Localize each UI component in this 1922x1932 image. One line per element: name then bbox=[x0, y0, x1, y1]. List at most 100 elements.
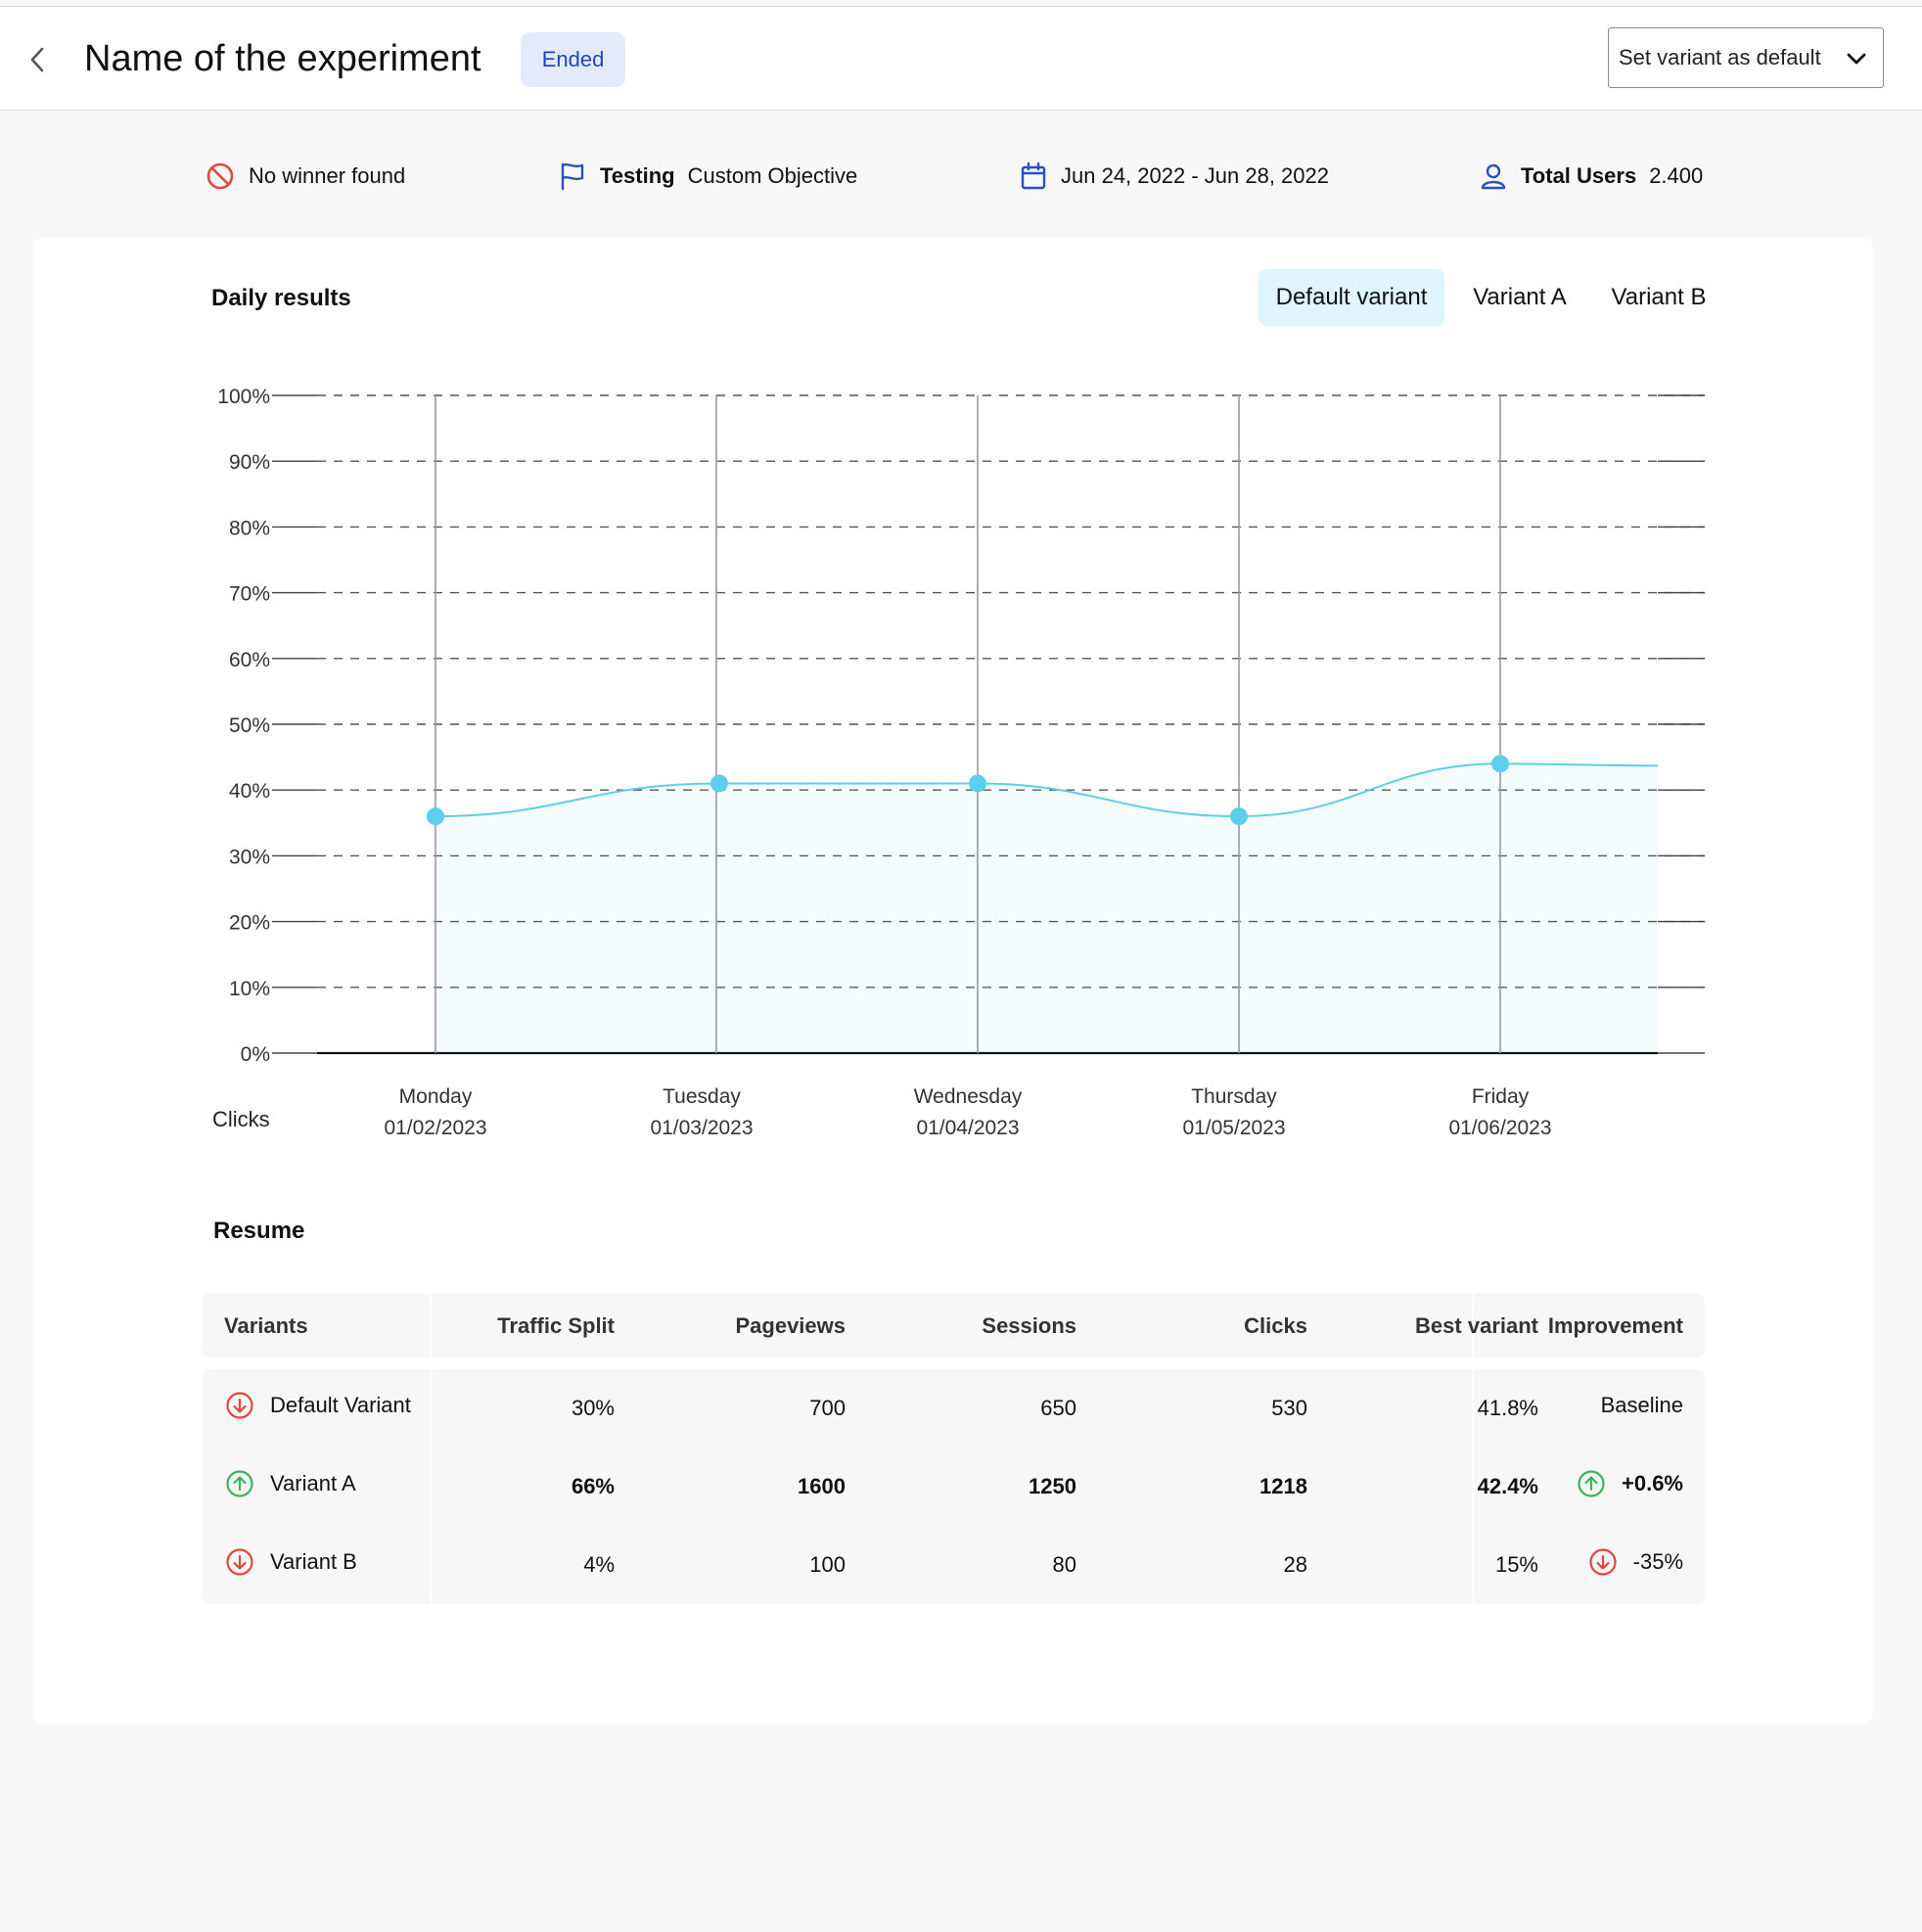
experiment-stats: No winner found Testing Custom Objective… bbox=[0, 157, 1922, 196]
calendar-icon bbox=[1021, 161, 1046, 190]
col-best-variant: Best variant bbox=[1415, 1313, 1538, 1338]
col-pageviews: Pageviews bbox=[735, 1313, 846, 1338]
variant-name: Default Variant bbox=[270, 1393, 411, 1417]
table-body: Default Variant 30% 700 650 530 41.8% Baseline… bbox=[202, 1369, 1705, 1604]
y-tick-label: 0% bbox=[241, 1043, 270, 1066]
resume-title: Resume bbox=[213, 1218, 305, 1244]
y-tick-label: 40% bbox=[229, 780, 270, 803]
users-label: Total Users bbox=[1521, 163, 1637, 188]
stat-dates: Jun 24, 2022 - Jun 28, 2022 bbox=[1020, 157, 1329, 196]
table-header: Variants Traffic Split Pageviews Session… bbox=[202, 1293, 1705, 1357]
table-row: Default Variant 30% 700 650 530 41.8% Baseline bbox=[202, 1389, 1705, 1428]
y-tick-label: 20% bbox=[229, 912, 270, 935]
variant-cell: Variant B bbox=[225, 1547, 357, 1577]
col-improvement: Improvement bbox=[1547, 1313, 1683, 1338]
no-entry-icon bbox=[206, 162, 234, 190]
x-tick-date: 01/02/2023 bbox=[384, 1117, 486, 1139]
improvement-value: +0.6% bbox=[1622, 1471, 1683, 1495]
col-traffic-split: Traffic Split bbox=[497, 1313, 615, 1338]
y-tick-label: 30% bbox=[229, 846, 270, 868]
x-tick-day: Monday bbox=[399, 1085, 473, 1108]
data-point[interactable] bbox=[710, 774, 728, 793]
cell-traffic: 66% bbox=[571, 1474, 615, 1498]
chevron-down-icon bbox=[1847, 53, 1866, 65]
header-separator bbox=[1472, 1293, 1474, 1357]
cell-traffic: 4% bbox=[583, 1552, 615, 1577]
improvement-value: Baseline bbox=[1600, 1393, 1683, 1417]
x-tick-date: 01/04/2023 bbox=[916, 1117, 1019, 1139]
arrow-up-circle-icon bbox=[1578, 1470, 1605, 1497]
cell-pageviews: 100 bbox=[809, 1552, 846, 1577]
page-title: Name of the experiment bbox=[84, 38, 481, 79]
arrow-down-circle-icon bbox=[1589, 1548, 1617, 1576]
back-button[interactable] bbox=[23, 42, 51, 77]
cell-clicks: 1218 bbox=[1259, 1474, 1307, 1498]
col-variants: Variants bbox=[224, 1313, 308, 1338]
cell-sessions: 80 bbox=[1052, 1552, 1076, 1577]
stat-winner: No winner found bbox=[206, 157, 405, 196]
y-tick-label: 60% bbox=[229, 649, 270, 671]
arrow-down-circle-icon bbox=[226, 1548, 253, 1576]
tab-variant-b[interactable]: Variant B bbox=[1611, 284, 1707, 310]
y-tick-label: 80% bbox=[229, 517, 270, 539]
x-tick-day: Tuesday bbox=[663, 1085, 741, 1108]
header-separator bbox=[431, 1293, 433, 1357]
results-card: Daily results Default variant Variant A … bbox=[33, 238, 1873, 1724]
y-tick-label: 50% bbox=[229, 714, 270, 737]
col-clicks: Clicks bbox=[1244, 1313, 1307, 1338]
cell-improvement: -35% bbox=[1588, 1547, 1683, 1577]
stat-users: Total Users 2.400 bbox=[1480, 157, 1703, 196]
cell-best: 15% bbox=[1494, 1552, 1538, 1577]
cell-improvement: +0.6% bbox=[1577, 1469, 1683, 1498]
cell-traffic: 30% bbox=[571, 1396, 615, 1420]
flag-icon bbox=[561, 162, 584, 191]
x-tick-date: 01/05/2023 bbox=[1182, 1117, 1285, 1139]
y-tick-label: 10% bbox=[229, 978, 270, 1000]
y-tick-label: 70% bbox=[229, 583, 270, 606]
testing-label: Testing bbox=[600, 163, 675, 188]
y-tick-label: 90% bbox=[229, 451, 270, 474]
cell-improvement: Baseline bbox=[1601, 1391, 1683, 1420]
arrow-up-circle-icon bbox=[226, 1470, 253, 1497]
tab-default-variant[interactable]: Default variant bbox=[1258, 269, 1444, 326]
y-tick-label: 100% bbox=[217, 386, 270, 408]
variant-cell: Variant A bbox=[225, 1469, 356, 1498]
variant-name: Variant B bbox=[270, 1549, 357, 1574]
data-point[interactable] bbox=[969, 774, 986, 793]
winner-text: No winner found bbox=[249, 163, 406, 188]
cell-pageviews: 1600 bbox=[798, 1474, 846, 1498]
table-row: Variant B 4% 100 80 28 15% -35% bbox=[202, 1545, 1705, 1585]
cell-clicks: 28 bbox=[1283, 1552, 1307, 1577]
x-tick-date: 01/06/2023 bbox=[1448, 1117, 1551, 1139]
cell-best: 42.4% bbox=[1477, 1474, 1538, 1498]
data-point[interactable] bbox=[1230, 807, 1248, 826]
body-separator bbox=[1472, 1369, 1474, 1604]
x-tick-day: Thursday bbox=[1191, 1085, 1277, 1108]
body-separator bbox=[431, 1369, 433, 1604]
status-badge: Ended bbox=[521, 32, 625, 87]
daily-results-chart: 100% 90% 80% 70% 60% 50% 40% 30% 20% 10% 0% Monday 0… bbox=[212, 386, 1705, 1139]
col-sessions: Sessions bbox=[982, 1313, 1076, 1338]
cell-best: 41.8% bbox=[1477, 1396, 1538, 1420]
testing-value: Custom Objective bbox=[687, 163, 858, 188]
x-tick-day: Wednesday bbox=[914, 1085, 1023, 1108]
variant-name: Variant A bbox=[270, 1471, 356, 1495]
table-row: Variant A 66% 1600 1250 1218 42.4% +0.6% bbox=[202, 1467, 1705, 1506]
dropdown-label: Set variant as default bbox=[1619, 45, 1821, 69]
data-point[interactable] bbox=[1491, 755, 1509, 773]
cell-sessions: 1250 bbox=[1029, 1474, 1076, 1498]
x-tick-date: 01/03/2023 bbox=[650, 1117, 753, 1139]
top-divider bbox=[0, 6, 1922, 7]
tab-variant-a[interactable]: Variant A bbox=[1473, 284, 1567, 310]
cell-sessions: 650 bbox=[1040, 1396, 1076, 1420]
cell-pageviews: 700 bbox=[809, 1396, 846, 1420]
daily-results-title: Daily results bbox=[211, 285, 351, 311]
x-tick-day: Friday bbox=[1472, 1085, 1530, 1108]
stat-testing: Testing Custom Objective bbox=[559, 157, 857, 196]
cell-clicks: 530 bbox=[1271, 1396, 1307, 1420]
users-value: 2.400 bbox=[1649, 163, 1704, 188]
page-header: Name of the experiment Ended Set variant… bbox=[0, 7, 1922, 111]
data-point[interactable] bbox=[427, 807, 444, 826]
improvement-value: -35% bbox=[1632, 1549, 1683, 1574]
set-default-variant-dropdown[interactable]: Set variant as default bbox=[1608, 27, 1884, 88]
